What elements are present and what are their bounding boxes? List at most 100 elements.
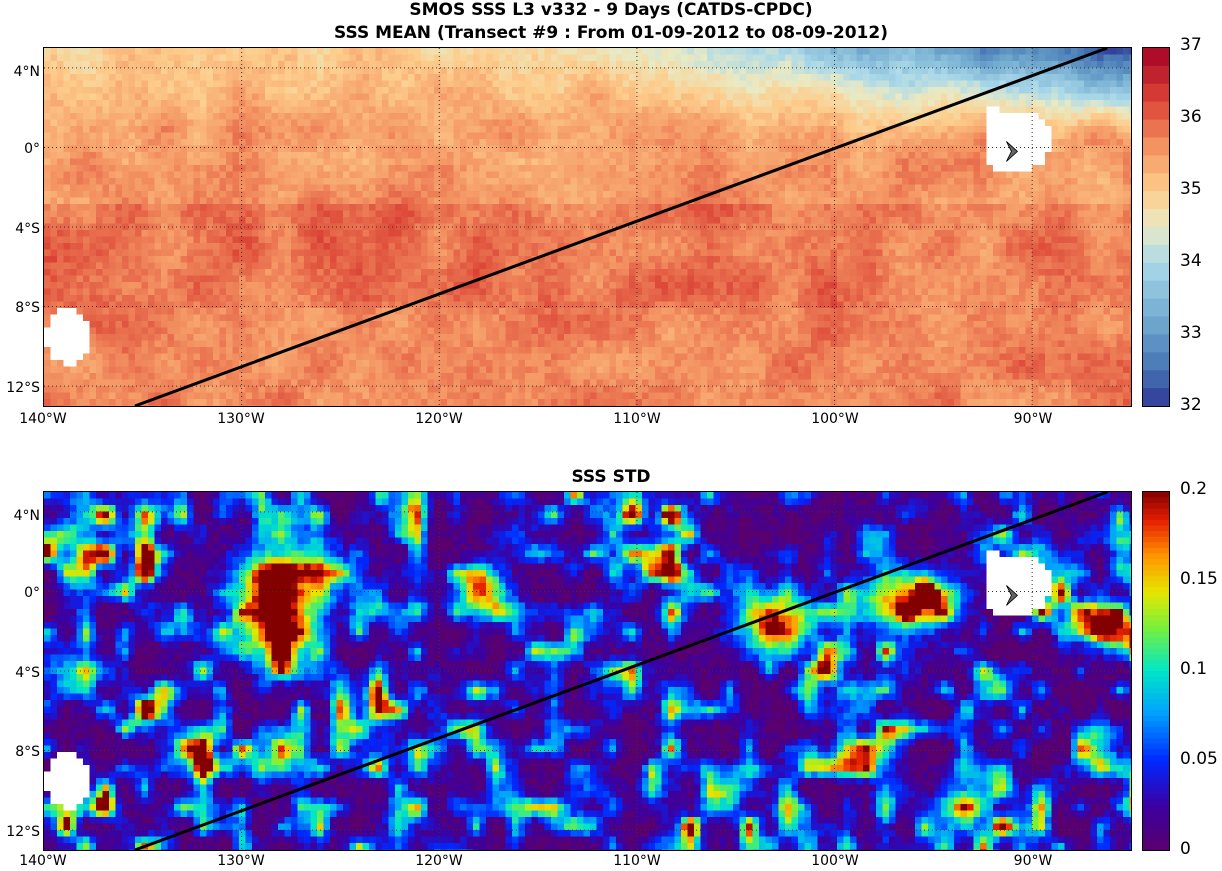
colorbar-step: [1143, 665, 1169, 672]
colorbar-step: [1143, 227, 1169, 246]
colorbar-step: [1143, 492, 1169, 499]
figure-title-line1: SMOS SSS L3 v332 - 9 Days (CATDS-CPDC): [409, 0, 813, 20]
colorbar-step: [1143, 547, 1169, 555]
colorbar-step: [1143, 676, 1169, 683]
std-lon-tick: 90°W: [1013, 853, 1053, 869]
colorbar-step: [1143, 497, 1169, 504]
colorbar-step: [1143, 816, 1169, 823]
colorbar-step: [1143, 799, 1169, 806]
colorbar-step: [1143, 525, 1169, 532]
colorbar-step: [1143, 710, 1169, 717]
colorbar-step: [1143, 542, 1169, 549]
island-marker-icon: [1006, 141, 1019, 162]
std-lat-tick: 0°: [24, 585, 40, 601]
colorbar-step: [1143, 388, 1169, 406]
colorbar-step: [1143, 620, 1169, 627]
mean-lon-tick: 140°W: [19, 411, 67, 427]
std-lon-tick: 120°W: [415, 853, 463, 869]
colorbar-step: [1143, 766, 1169, 773]
data-grid: [44, 492, 1131, 850]
mean-cbar-tick: 35: [1180, 179, 1202, 199]
colorbar-step: [1143, 738, 1169, 745]
colorbar-step: [1143, 173, 1169, 192]
colorbar-step: [1143, 559, 1169, 566]
colorbar-step: [1143, 316, 1169, 335]
std-cbar-tick: 0.05: [1180, 749, 1218, 769]
mean-cbar-tick: 33: [1180, 323, 1202, 343]
colorbar-step: [1143, 687, 1169, 694]
colorbar-step: [1143, 643, 1169, 650]
colorbar-step: [1143, 827, 1169, 834]
colorbar-step: [1143, 65, 1169, 85]
colorbar-step: [1143, 693, 1169, 700]
mean-cbar-tick: 32: [1180, 395, 1202, 415]
colorbar-step: [1143, 155, 1169, 174]
mean-cbar-tick: 34: [1180, 251, 1202, 271]
colorbar-step: [1143, 48, 1169, 67]
std-cbar-tick: 0: [1180, 839, 1191, 859]
colorbar-step: [1143, 209, 1169, 228]
transect-line: [134, 492, 1108, 850]
sss-mean-colorbar: [1142, 47, 1170, 407]
std-lat-tick: 8°S: [15, 744, 40, 760]
mean-lon-tick: 110°W: [613, 411, 661, 427]
mean-lat-tick: 4°N: [13, 64, 40, 80]
colorbar-step: [1143, 788, 1169, 795]
mean-lon-tick: 100°W: [811, 411, 859, 427]
colorbar-step: [1143, 603, 1169, 610]
colorbar-step: [1143, 648, 1169, 655]
colorbar-step: [1143, 782, 1169, 789]
mean-lon-tick: 90°W: [1013, 411, 1053, 427]
figure-title-line2: SSS MEAN (Transect #9 : From 01-09-2012 …: [333, 23, 888, 43]
colorbar-step: [1143, 777, 1169, 784]
colorbar-step: [1143, 844, 1169, 850]
colorbar-step: [1143, 536, 1169, 543]
colorbar-step: [1143, 334, 1169, 353]
mean-lon-tick: 120°W: [415, 411, 463, 427]
colorbar-step: [1143, 508, 1169, 515]
colorbar-step: [1143, 732, 1169, 739]
data-grid: [44, 48, 1131, 406]
colorbar-step: [1143, 715, 1169, 722]
mean-lat-tick: 12°S: [6, 380, 40, 396]
colorbar-step: [1143, 838, 1169, 845]
colorbar-step: [1143, 631, 1169, 638]
colorbar-step: [1143, 659, 1169, 666]
std-lat-tick: 12°S: [6, 824, 40, 840]
colorbar-step: [1143, 119, 1169, 138]
mean-lat-tick: 8°S: [15, 300, 40, 316]
colorbar-step: [1143, 671, 1169, 678]
colorbar-step: [1143, 721, 1169, 728]
std-lon-tick: 100°W: [811, 853, 859, 869]
sss-std-map-canvas: [44, 492, 1131, 850]
colorbar-step: [1143, 754, 1169, 761]
colorbar-step: [1143, 654, 1169, 661]
colorbar-step: [1143, 626, 1169, 633]
colorbar-step: [1143, 298, 1169, 317]
colorbar-step: [1143, 805, 1169, 812]
colorbar-step: [1143, 83, 1169, 103]
std-lon-tick: 110°W: [613, 853, 661, 869]
colorbar-step: [1143, 771, 1169, 778]
colorbar-step: [1143, 822, 1169, 829]
colorbar-step: [1143, 587, 1169, 594]
colorbar-step: [1143, 503, 1169, 510]
colorbar-step: [1143, 553, 1169, 560]
colorbar-step: [1143, 609, 1169, 616]
colorbar-step: [1143, 637, 1169, 644]
colorbar-step: [1143, 794, 1169, 801]
colorbar-step: [1143, 743, 1169, 750]
colorbar-step: [1143, 726, 1169, 734]
std-lat-tick: 4°N: [13, 508, 40, 524]
std-cbar-tick: 0.15: [1180, 569, 1218, 589]
std-cbar-tick: 0.2: [1180, 479, 1208, 499]
mean-lon-tick: 130°W: [217, 411, 265, 427]
colorbar-step: [1143, 191, 1169, 210]
colorbar-step: [1143, 570, 1169, 577]
colorbar-step: [1143, 352, 1169, 371]
std-lon-tick: 130°W: [217, 853, 265, 869]
sss-std-colorbar-gradient: [1143, 492, 1169, 850]
mean-cbar-tick: 36: [1180, 107, 1202, 127]
colorbar-step: [1143, 514, 1169, 521]
colorbar-step: [1143, 760, 1169, 767]
